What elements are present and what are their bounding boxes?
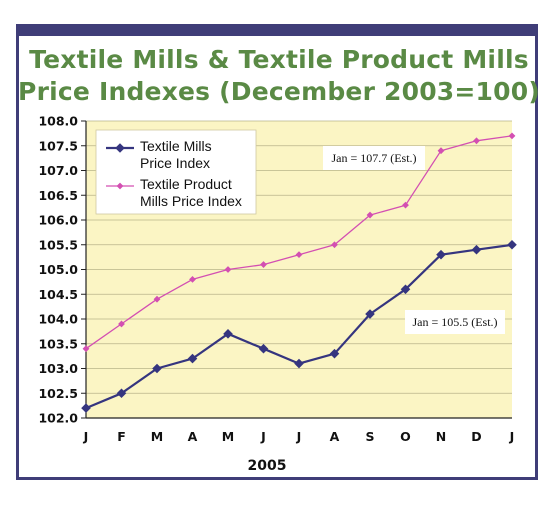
y-tick-label-4: 104.0 [38, 312, 78, 327]
series-1-point-8 [366, 211, 374, 219]
series-0-point-1 [116, 388, 127, 399]
legend-label-0-line-1: Price Index [140, 155, 210, 171]
y-tick-label-7: 105.5 [38, 237, 78, 252]
x-tick-label-1: F [117, 429, 126, 444]
y-tick-label-11: 107.5 [38, 138, 78, 153]
x-tick-label-6: J [296, 429, 302, 444]
annotation-box-1 [405, 310, 505, 334]
x-axis-label: 2005 [248, 458, 287, 474]
series-1-point-2 [153, 295, 161, 303]
series-1-point-5 [260, 261, 267, 268]
series-0-point-3 [187, 353, 198, 364]
annotation-box-0 [323, 146, 425, 170]
x-tick-label-2: M [151, 429, 163, 444]
series-1-point-3 [189, 276, 196, 283]
x-tick-label-10: N [436, 429, 446, 444]
series-1-point-9 [402, 201, 409, 209]
legend-box [95, 129, 257, 215]
series-1-point-1 [118, 320, 125, 328]
x-tick-label-8: S [365, 429, 374, 444]
y-tick-label-12: 108.0 [38, 114, 78, 129]
series-0-point-12 [507, 239, 517, 250]
y-tick-label-2: 103.0 [38, 361, 78, 376]
legend-label-0-line-0: Textile Mills [140, 138, 212, 154]
x-tick-label-11: D [471, 429, 481, 444]
x-tick-label-0: J [83, 429, 89, 444]
series-1-point-12 [508, 132, 516, 140]
y-tick-label-8: 106.0 [38, 213, 78, 228]
legend-label-1-line-1: Mills Price Index [140, 193, 242, 209]
series-1-point-7 [331, 241, 338, 249]
chart-title-line-1: Textile Mills & Textile Product Mills [29, 45, 529, 74]
series-0-point-10 [436, 249, 446, 260]
series-0-point-9 [400, 284, 411, 295]
legend-swatch-marker-1 [116, 182, 124, 190]
series-0-point-2 [152, 363, 162, 374]
series-0-point-7 [329, 348, 340, 359]
series-0-point-0 [81, 403, 91, 413]
y-tick-label-10: 107.0 [38, 163, 78, 178]
x-tick-label-4: M [222, 429, 234, 444]
y-tick-label-6: 105.0 [38, 262, 78, 277]
series-0-point-8 [365, 309, 375, 319]
x-tick-label-3: A [188, 429, 198, 444]
legend-label-1-line-0: Textile Product [140, 176, 232, 192]
chart-title-line-2: Price Indexes (December 2003=100) [18, 77, 540, 106]
series-1-point-10 [437, 147, 445, 155]
y-tick-label-3: 103.5 [38, 336, 78, 351]
chart-title: Textile Mills & Textile Product Mills Pr… [0, 44, 558, 108]
series-1-point-4 [224, 266, 232, 273]
series-0-point-6 [294, 358, 304, 369]
series-0-point-4 [223, 329, 233, 339]
series-1-point-11 [473, 137, 480, 145]
series-0-point-5 [258, 343, 269, 354]
x-tick-label-9: O [400, 429, 411, 444]
y-tick-label-9: 106.5 [38, 188, 78, 203]
series-0-point-11 [471, 244, 482, 255]
y-tick-label-0: 102.0 [38, 411, 78, 426]
x-tick-label-7: A [330, 429, 340, 444]
series-1-point-6 [295, 251, 303, 259]
series-1-point-0 [82, 345, 90, 353]
annotation-label-1: Jan = 105.5 (Est.) [412, 315, 497, 329]
y-tick-label-1: 102.5 [38, 386, 78, 401]
legend-swatch-marker-0 [115, 143, 125, 153]
x-tick-label-12: J [509, 429, 515, 444]
x-tick-label-5: J [260, 429, 266, 444]
y-tick-label-5: 104.5 [38, 287, 78, 302]
annotation-label-0: Jan = 107.7 (Est.) [331, 151, 416, 165]
